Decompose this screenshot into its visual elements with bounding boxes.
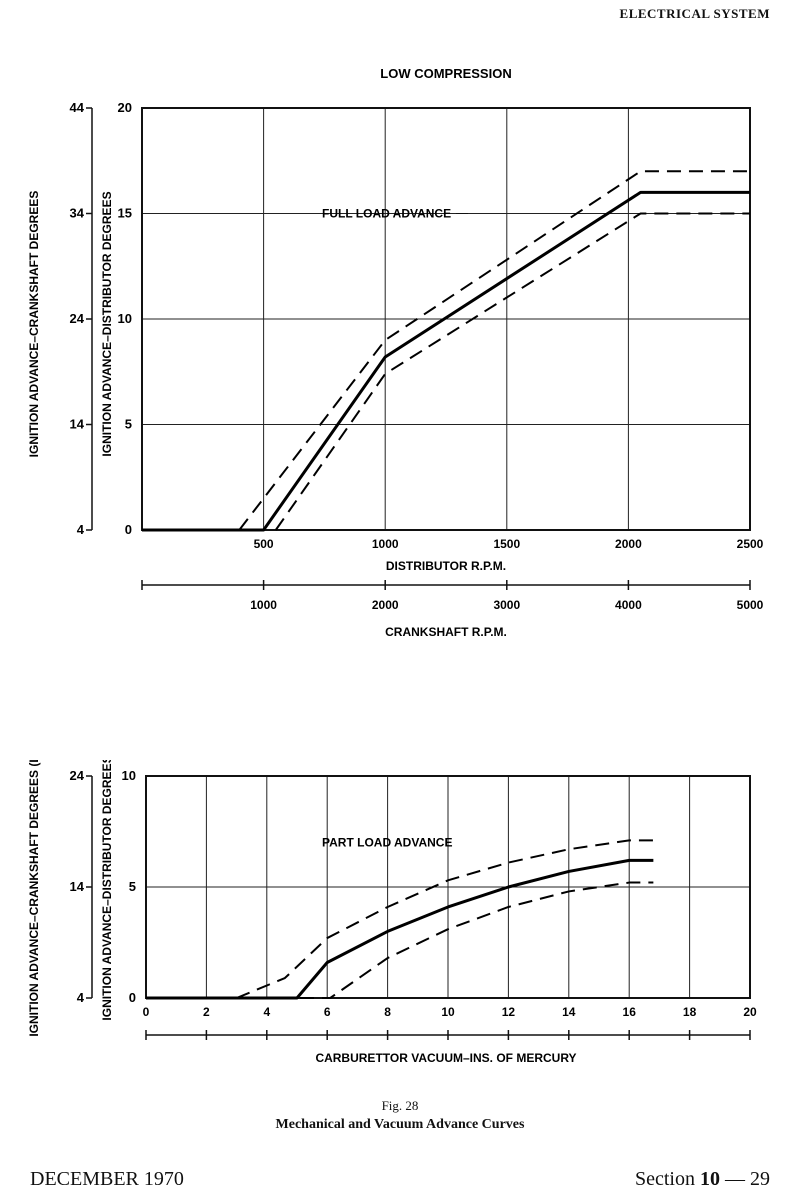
y-axis-label: IGNITION ADVANCE–DISTRIBUTOR DEGREES [100, 760, 114, 1021]
secondary-y-axis: 4 14 24 34 44 [70, 100, 93, 537]
nominal-curve [146, 858, 654, 1000]
x-tick-label: 1500 [493, 537, 520, 551]
y-tick-label: 15 [118, 206, 132, 221]
y-tick-label: 20 [118, 100, 132, 115]
plot-frame [145, 775, 751, 999]
y-tick-labels: 0 5 10 [122, 768, 136, 1005]
x-tick-label: 500 [254, 537, 274, 551]
y-tick-label: 5 [129, 879, 136, 894]
limit-curve-1 [238, 170, 750, 531]
series-lines [146, 839, 654, 1000]
x-tick-label: 16 [623, 1005, 637, 1019]
series-lines [142, 170, 750, 532]
full-load-advance-chart: LOW COMPRESSION FULL LOAD ADVANCE 0 5 10 15… [27, 66, 764, 639]
x-tick-label: 0 [143, 1005, 150, 1019]
x-tick-labels: 500 1000 1500 2000 2500 [254, 537, 764, 551]
grid [145, 775, 751, 999]
y-tick-labels: 0 5 10 15 20 [118, 100, 132, 537]
y2-tick-label: 34 [70, 206, 85, 221]
x-tick-label: 10 [441, 1005, 455, 1019]
x-tick-label: 4 [263, 1005, 270, 1019]
footer-date: DECEMBER 1970 [30, 1168, 184, 1190]
x-tick-label: 20 [743, 1005, 757, 1019]
x-axis-rule [145, 1030, 751, 1040]
x2-tick-label: 5000 [737, 598, 764, 612]
x-tick-label: 8 [384, 1005, 391, 1019]
x-tick-label: 18 [683, 1005, 697, 1019]
x-tick-label: 12 [502, 1005, 516, 1019]
y2-axis-label: IGNITION ADVANCE–CRANKSHAFT DEGREES [27, 191, 41, 458]
x-tick-label: 2000 [615, 537, 642, 551]
limit-curve-2 [274, 212, 750, 531]
y-tick-label: 0 [125, 522, 132, 537]
x-axis-label: DISTRIBUTOR R.P.M. [386, 559, 506, 573]
page-header: ELECTRICAL SYSTEM [619, 6, 770, 21]
footer-section: Section 10 — 29 [635, 1168, 770, 1191]
footer-section-number: 10 [700, 1168, 720, 1190]
y2-tick-label: 44 [70, 100, 85, 115]
x2-tick-label: 1000 [250, 598, 277, 612]
y2-tick-label: 24 [70, 768, 85, 783]
x-tick-label: 6 [324, 1005, 331, 1019]
annotation-part-load-advance: PART LOAD ADVANCE [322, 836, 452, 850]
figure-caption: Mechanical and Vacuum Advance Curves [275, 1117, 525, 1132]
x-tick-label: 2500 [737, 537, 764, 551]
x-axis-label: CARBURETTOR VACUUM–INS. OF MERCURY [315, 1051, 576, 1065]
y2-tick-label: 4 [77, 990, 85, 1005]
y2-axis-label: IGNITION ADVANCE–CRANKSHAFT DEGREES (L.C… [27, 760, 41, 1037]
limit-curve-1 [236, 839, 654, 999]
x-tick-label: 14 [562, 1005, 576, 1019]
nominal-curve [142, 190, 750, 532]
secondary-x-axis: 1000 2000 3000 4000 5000 [141, 580, 764, 612]
y-tick-label: 0 [129, 990, 136, 1005]
footer-section-prefix: Section [635, 1168, 695, 1190]
y2-tick-label: 4 [77, 522, 85, 537]
x2-tick-label: 3000 [493, 598, 520, 612]
y-axis-label: IGNITION ADVANCE–DISTRIBUTOR DEGREES [100, 191, 114, 456]
x2-tick-label: 2000 [372, 598, 399, 612]
y-tick-label: 5 [125, 417, 132, 432]
chart-title: LOW COMPRESSION [380, 66, 511, 81]
y-tick-label: 10 [118, 311, 132, 326]
x-tick-label: 1000 [372, 537, 399, 551]
y-tick-label: 10 [122, 768, 136, 783]
x-tick-labels: 0 2 4 6 8 10 12 14 16 18 20 [143, 1005, 757, 1019]
plot-frame [141, 107, 751, 531]
limit-curve-2 [146, 881, 654, 999]
secondary-y-axis: 4 14 24 [70, 768, 93, 1005]
x2-axis-label: CRANKSHAFT R.P.M. [385, 625, 507, 639]
x2-tick-label: 4000 [615, 598, 642, 612]
y2-tick-label: 14 [70, 879, 85, 894]
figure-label: Fig. 28 [381, 1098, 419, 1113]
annotation-full-load-advance: FULL LOAD ADVANCE [322, 207, 451, 221]
x-tick-label: 2 [203, 1005, 210, 1019]
y2-tick-label: 14 [70, 417, 85, 432]
footer-section-suffix: — 29 [725, 1168, 770, 1190]
y2-tick-label: 24 [70, 311, 85, 326]
